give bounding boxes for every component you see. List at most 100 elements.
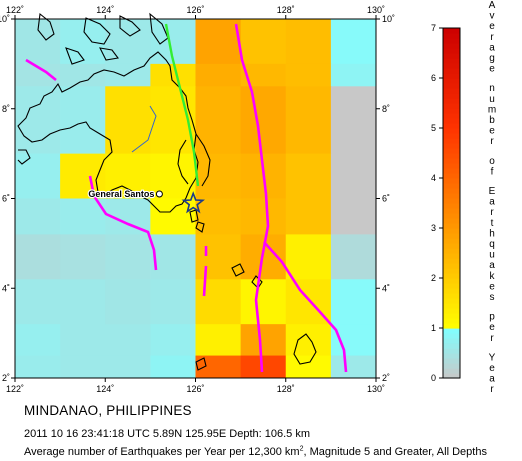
grid-cell <box>240 355 287 379</box>
region-title: MINDANAO, PHILIPPINES <box>24 403 192 418</box>
colorbar-segment <box>443 188 460 194</box>
grid-cell <box>60 198 106 235</box>
grid-cell <box>240 86 287 155</box>
colorbar-title-letter: a <box>489 197 495 208</box>
colorbar-segment <box>443 193 460 199</box>
grid-cell <box>105 279 151 325</box>
grid-cell <box>195 279 242 325</box>
colorbar-segment <box>443 208 460 214</box>
colorbar-segment <box>443 143 460 149</box>
lon-tick-label-top: 124˚ <box>96 5 114 15</box>
sulawesi-coast <box>293 333 317 365</box>
lat-tick-label-right: 2˚ <box>382 373 390 383</box>
colorbar-segment <box>443 263 460 269</box>
lon-tick-label-bottom: 126˚ <box>186 384 204 394</box>
colorbar-title-letter: r <box>490 207 494 218</box>
lon-tick-label-bottom: 130˚ <box>367 384 385 394</box>
colorbar-segment <box>443 28 460 34</box>
colorbar-segment <box>443 273 460 279</box>
grid-cell <box>105 86 151 155</box>
grid-cell <box>240 324 287 357</box>
colorbar-title-letter: r <box>490 333 494 344</box>
grid-cell <box>15 153 61 199</box>
colorbar-segment <box>443 113 460 119</box>
colorbar-title-letter: e <box>489 126 495 137</box>
colorbar-segment <box>443 363 460 369</box>
colorbar-title-letter: f <box>491 166 494 177</box>
lon-tick-label-top: 130˚ <box>367 5 385 15</box>
grid-cell <box>285 324 332 357</box>
grid-cell <box>150 63 196 87</box>
colorbar-segment <box>443 58 460 64</box>
colorbar-tick-label: 6 <box>431 73 436 83</box>
grid-cell <box>330 279 377 325</box>
colorbar-segment <box>443 298 460 304</box>
colorbar-title-letter: v <box>490 11 495 22</box>
colorbar-tick-label: 4 <box>431 173 436 183</box>
lat-tick-label-right: 8˚ <box>382 104 390 114</box>
halmahera-boundary <box>263 241 348 373</box>
colorbar-tick-label: 2 <box>431 273 436 283</box>
colorbar-segment <box>443 198 460 204</box>
sangihe-boundary-b <box>202 265 208 297</box>
grid-cell <box>105 19 151 65</box>
colorbar-segment <box>443 238 460 244</box>
city-marker <box>155 190 163 198</box>
colorbar-title-letter: u <box>489 94 495 105</box>
colorbar-segment <box>443 213 460 219</box>
colorbar-segment <box>443 83 460 89</box>
lat-tick-label-right: 10˚ <box>382 14 395 24</box>
grid-cell <box>240 279 287 325</box>
colorbar-segment <box>443 33 460 39</box>
colorbar-segment <box>443 48 460 54</box>
colorbar-title-letter: a <box>489 260 495 271</box>
negros-trench <box>25 58 57 82</box>
colorbar-segment <box>443 358 460 364</box>
grid-cell <box>330 86 377 155</box>
colorbar-segment <box>443 38 460 44</box>
grid-cell <box>150 324 196 357</box>
colorbar-segment <box>443 318 460 324</box>
lon-tick-label-top: 128˚ <box>277 5 295 15</box>
grid-cell <box>195 63 242 87</box>
lon-tick-label-top: 122˚ <box>6 5 24 15</box>
grid-cell <box>195 86 242 155</box>
grid-cell <box>240 63 287 87</box>
colorbar-segment <box>443 258 460 264</box>
colorbar-title-letter: A <box>489 0 496 11</box>
colorbar-segment <box>443 253 460 259</box>
grid-cell <box>150 234 196 280</box>
city-label: General Santos <box>88 189 154 199</box>
colorbar-segment <box>443 173 460 179</box>
colorbar-segment <box>443 133 460 139</box>
grid-cell <box>150 355 196 379</box>
colorbar-border <box>442 27 461 379</box>
coastlines <box>17 12 317 371</box>
colorbar-segment <box>443 343 460 349</box>
lat-tick-label-right: 6˚ <box>382 194 390 204</box>
grid-cell <box>60 86 106 155</box>
colorbar-segment <box>443 108 460 114</box>
colorbar-segment <box>443 148 460 154</box>
colorbar-title-letter: Y <box>489 352 496 363</box>
river-line <box>131 105 157 153</box>
caption-superscript: 2 <box>299 445 304 453</box>
colorbar-segment <box>443 78 460 84</box>
colorbar-title-letter: k <box>490 271 496 282</box>
grid-cell <box>60 63 106 87</box>
colorbar-segment <box>443 98 460 104</box>
colorbar-segment <box>443 183 460 189</box>
grid-cell <box>15 86 61 155</box>
colorbar-segment <box>443 283 460 289</box>
colorbar-segment <box>443 338 460 344</box>
colorbar-segment <box>443 328 460 334</box>
colorbar-segment <box>443 313 460 319</box>
lat-tick-label-left: 10˚ <box>0 14 10 24</box>
colorbar-title-letter: r <box>490 32 494 43</box>
colorbar-title-letter: g <box>489 53 495 64</box>
mindanao-coastline <box>17 51 199 213</box>
grid-cell <box>105 324 151 357</box>
colorbar-title-letter: o <box>489 156 495 167</box>
colorbar-segment <box>443 168 460 174</box>
colorbar-segment <box>443 373 460 379</box>
